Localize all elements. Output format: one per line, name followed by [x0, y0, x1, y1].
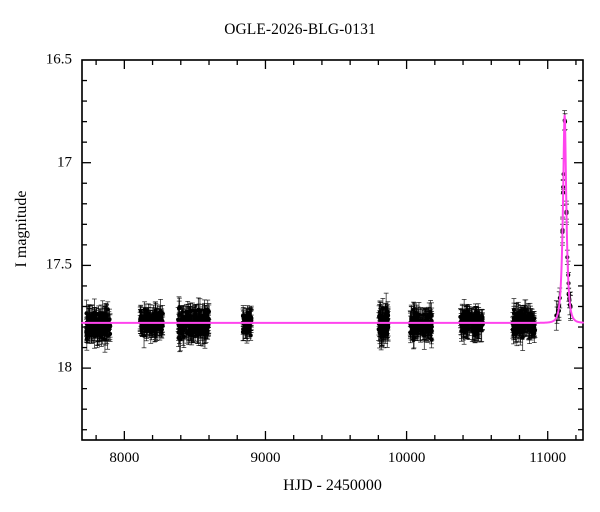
x-tick-label: 9000	[250, 450, 281, 466]
x-tick-label: 8000	[109, 450, 140, 466]
y-tick-label: 17	[57, 154, 72, 171]
y-tick-label: 18	[57, 359, 72, 376]
plot-frame	[81, 59, 584, 441]
model-curve	[81, 114, 584, 324]
axis-ticks	[82, 60, 583, 440]
y-tick-label: 17.5	[45, 256, 72, 273]
x-tick-label: 11000	[529, 450, 567, 466]
page-title: OGLE-2026-BLG-0131	[224, 21, 376, 38]
x-axis-title: HJD - 2450000	[283, 477, 382, 494]
y-tick-label: 16.5	[45, 51, 72, 68]
x-tick-label: 10000	[387, 450, 426, 466]
